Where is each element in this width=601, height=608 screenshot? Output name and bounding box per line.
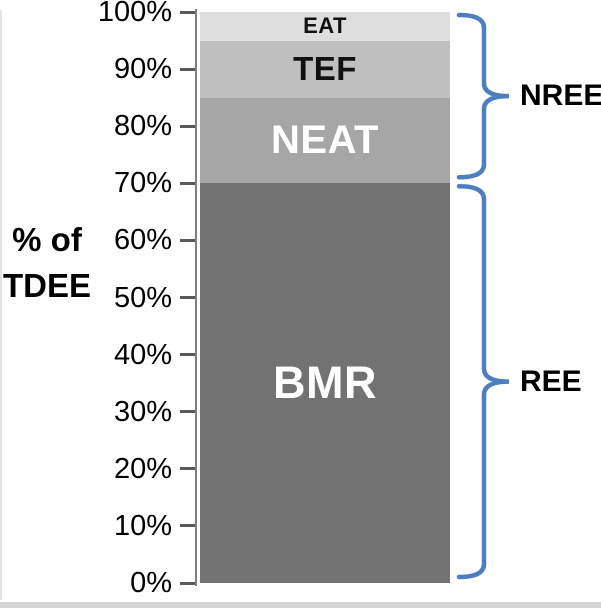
bar-segment-neat: NEAT: [200, 97, 450, 184]
y-axis-title-line-1: % of: [12, 221, 82, 258]
y-axis-line: [195, 9, 197, 586]
y-tick-label: 70%: [113, 167, 172, 200]
bar-segment-bmr: BMR: [200, 183, 450, 583]
bar-segment-label: NEAT: [271, 117, 379, 162]
y-tick-mark: [180, 410, 196, 414]
y-axis-title-line-2: TDEE: [2, 267, 91, 304]
bar-segment-label: BMR: [273, 357, 377, 409]
y-tick-label: 20%: [113, 452, 172, 485]
y-tick-label: 60%: [113, 224, 172, 257]
bottom-border: [0, 602, 601, 608]
brace-label-nree: NREE: [520, 79, 601, 113]
y-tick-mark: [180, 124, 196, 128]
y-tick-mark: [180, 353, 196, 357]
brace-ree: [456, 184, 510, 580]
y-tick-label: 40%: [113, 338, 172, 371]
y-tick-label: 0%: [130, 567, 172, 599]
y-tick-label: 50%: [113, 281, 172, 314]
y-tick-mark: [180, 524, 196, 528]
y-tick-mark: [180, 467, 196, 471]
y-tick-mark: [180, 181, 196, 185]
bar-segment-label: EAT: [303, 13, 347, 39]
bar-segment-eat: EAT: [200, 12, 450, 41]
y-axis-title: % of TDEE: [0, 217, 94, 309]
y-tick-mark: [180, 10, 196, 14]
y-tick-mark: [180, 581, 196, 585]
y-tick-label: 100%: [97, 0, 172, 28]
y-tick-label: 80%: [113, 110, 172, 143]
brace-label-ree: REE: [520, 364, 582, 398]
y-tick-mark: [180, 296, 196, 299]
y-tick-label: 30%: [113, 395, 172, 428]
bar-segment-label: TEF: [293, 50, 357, 88]
y-tick-label: 90%: [113, 53, 172, 86]
y-tick-label: 10%: [113, 509, 172, 542]
left-border: [0, 10, 2, 600]
brace-nree: [456, 12, 510, 180]
bar-segment-tef: TEF: [200, 40, 450, 98]
y-tick-mark: [180, 67, 196, 71]
stacked-bar: BMR NEAT TEF EAT: [200, 12, 450, 583]
y-tick-mark: [180, 238, 196, 242]
